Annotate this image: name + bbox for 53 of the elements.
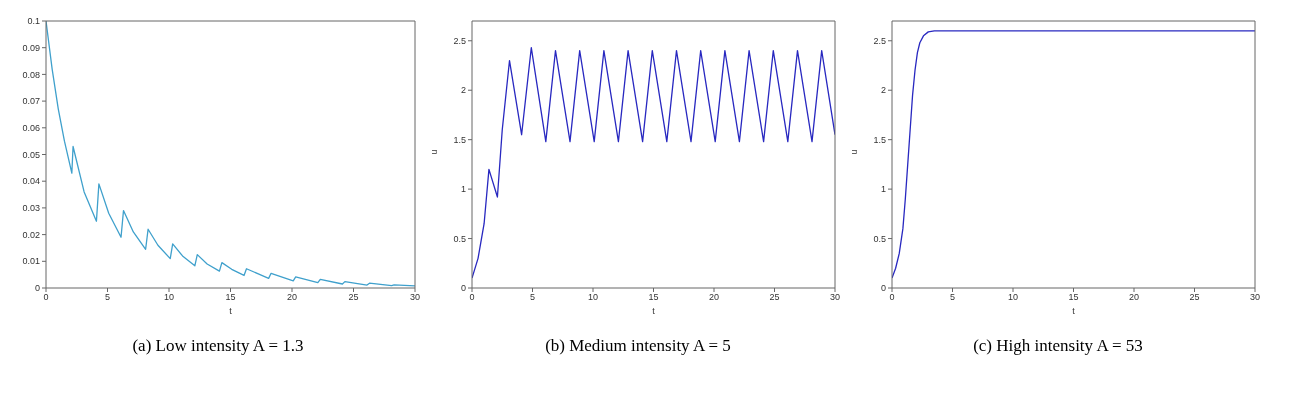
x-tick-label: 30 [409, 292, 421, 303]
y-tick-label: 2.5 [453, 35, 466, 46]
y-tick-label: 1 [460, 184, 466, 195]
y-tick-label: 0 [34, 283, 40, 294]
y-tick-label: 1 [880, 184, 886, 195]
y-tick-label: 0.5 [873, 233, 886, 244]
y-tick-label: 0.03 [22, 203, 40, 214]
y-tick-label: 0.09 [22, 42, 40, 53]
x-tick-label: 10 [163, 292, 175, 303]
y-tick-label: 0 [460, 283, 466, 294]
y-tick-label: 0.07 [22, 96, 40, 107]
y-tick-label: 2 [460, 85, 466, 96]
text: (c) High intensity A = 53 [972, 336, 1144, 356]
x-axis-title: t [652, 306, 656, 316]
y-tick-label: 0.1 [27, 16, 40, 27]
x-tick-label: 30 [1249, 292, 1261, 303]
x-tick-label: 25 [769, 292, 780, 303]
y-tick-label: 0.06 [22, 123, 40, 133]
y-tick-label: 0 [880, 283, 886, 294]
x-tick-label: 20 [708, 292, 720, 303]
x-axis-title: t [229, 306, 233, 316]
y-axis-title: u [849, 149, 860, 155]
text: (a) Low intensity A = 1.3 [131, 336, 305, 356]
y-tick-label: 0.08 [22, 69, 40, 80]
text: (b) Medium intensity A = 5 [544, 336, 732, 356]
x-tick-label: 5 [529, 292, 536, 303]
x-tick-label: 10 [587, 292, 599, 303]
x-tick-label: 10 [1007, 292, 1019, 303]
x-tick-label: 15 [225, 292, 236, 303]
y-axis-title: u [429, 149, 440, 155]
x-tick-label: 5 [949, 292, 956, 303]
x-axis-title: t [1072, 306, 1076, 316]
y-tick-label: 2.5 [873, 35, 886, 46]
x-tick-label: 0 [889, 292, 895, 303]
line-series [892, 30, 1255, 279]
y-tick-label: 1.5 [453, 134, 466, 145]
y-tick-label: 0.5 [453, 233, 466, 244]
y-tick-label: 0.01 [22, 256, 40, 267]
y-tick-label: 0.04 [22, 176, 40, 187]
x-tick-label: 0 [469, 292, 475, 303]
x-tick-label: 15 [1068, 292, 1079, 303]
x-tick-label: 0 [43, 292, 49, 303]
x-tick-label: 20 [286, 292, 298, 303]
x-tick-label: 25 [348, 292, 359, 303]
y-tick-label: 0.02 [22, 229, 40, 240]
y-tick-label: 1.5 [873, 134, 886, 145]
x-tick-label: 25 [1189, 292, 1200, 303]
x-tick-label: 30 [829, 292, 841, 303]
y-tick-label: 0.05 [22, 149, 40, 160]
x-tick-label: 15 [648, 292, 659, 303]
x-tick-label: 20 [1128, 292, 1140, 303]
x-tick-label: 5 [104, 292, 111, 303]
y-tick-label: 2 [880, 85, 886, 96]
